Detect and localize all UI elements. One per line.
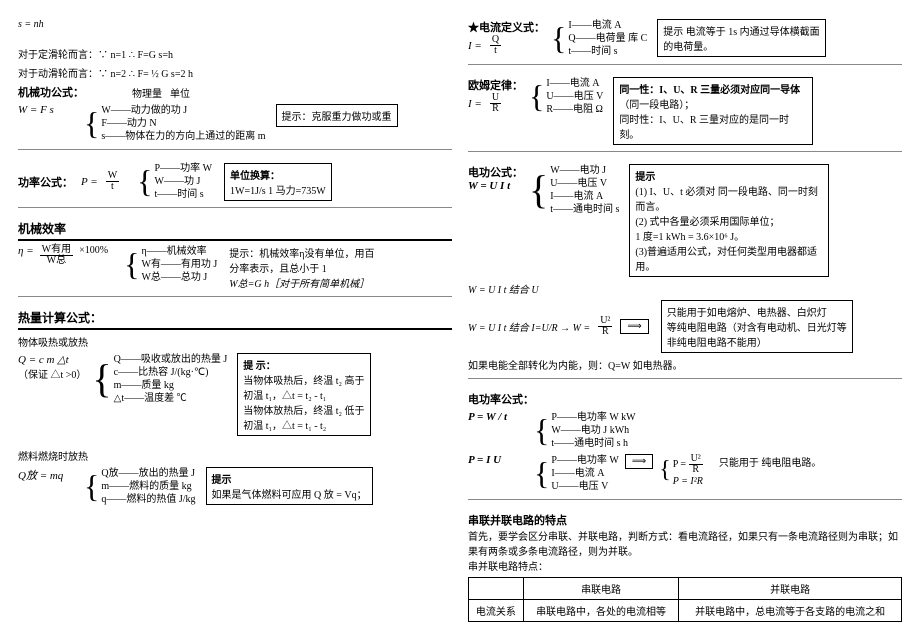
fuel-hint: 提示 如果是气体燃料可应用 Q 放 = Vq； [206, 467, 373, 505]
mech-work-formula: W = F s [18, 104, 78, 116]
eff-hint: 提示：机械效率η没有单位，用百 分率表示，且总小于 1 W总=G h［对于所有简… [229, 245, 374, 290]
pure-resist-box: 只能用于如电熔炉、电热器、白炽灯 等纯电阻电路（对含有电动机、日光灯等 非纯电阻… [661, 300, 853, 353]
power-title: 功率公式： [18, 174, 73, 190]
mech-work-section: 机械功公式： 物理量 单位 W = F s { W——动力做的功 J F——动力… [18, 84, 452, 150]
fixed-pulley: 对于定滑轮而言：∵ n=1 ∴ F=G s=h [18, 46, 452, 61]
arrow-icon: ⟹ [620, 319, 648, 334]
heat-hint: 提 示： 当物体吸热后，终温 t₂ 高于 初温 t₁，△t = t₂ - t₁ … [237, 353, 370, 436]
moving-pulley: 对于动滑轮而言：∵ n=2 ∴ F= ½ G s=2 h [18, 65, 452, 80]
right-column: ★电流定义式： I = Qt { I——电流 A Q——电荷量 库 C t——时… [460, 15, 910, 622]
series-parallel-section: 串联并联电路的特点 首先，要学会区分串联、并联电路，判断方式：看电流路径，如果只… [468, 512, 902, 622]
series-table: 串联电路 并联电路 电流关系 串联电路中，各处的电流相等 并联电路中，总电流等于… [468, 577, 902, 622]
current-hint: 提示 电流等于 1s 内通过导体横截面 的电荷量。 [657, 19, 825, 57]
brace-icon: { [534, 461, 549, 487]
brace-icon: { [124, 252, 139, 278]
snh: s = nh [18, 19, 452, 30]
mech-work-title: 机械功公式： [18, 84, 84, 100]
ework-hint: 提示 (1) I、U、t 必须对 同一段电路、同一时刻 而言。 (2) 式中各量… [629, 164, 829, 277]
hdr-unit: 单位 [170, 85, 190, 100]
conv-box: 单位换算： 1W=1J/s 1 马力=735W [224, 163, 332, 201]
brace-icon: { [137, 169, 152, 195]
brace-icon: { [84, 111, 99, 137]
brace-icon: { [534, 418, 549, 444]
hdr-qty: 物理量 [132, 85, 162, 100]
brace-icon: { [659, 461, 671, 480]
elec-work-section: 电功公式： W = U I t { W——电功 J U——电压 V I——电流 … [468, 164, 902, 379]
brace-icon: { [529, 174, 548, 206]
arrow-icon: ⟹ [625, 454, 653, 469]
brace-icon: { [551, 26, 566, 52]
heat-section: 热量计算公式： 物体吸热或放热 Q = c m △t （保证 △t >0） { … [18, 309, 452, 506]
ohm-section: 欧姆定律： I = UR { I——电流 A U——电压 V R——电阻 Ω 同… [468, 77, 902, 152]
current-section: ★电流定义式： I = Qt { I——电流 A Q——电荷量 库 C t——时… [468, 19, 902, 65]
elec-power-section: 电功率公式： P = W / t { P——电功率 W kW W——电功 J k… [468, 391, 902, 500]
brace-icon: { [529, 84, 544, 110]
ohm-hint: 同一性：I、U、R 三量必须对应同一导体 （同一段电路）； 同时性：I、U、R … [613, 77, 813, 145]
efficiency-section: 机械效率 η = W有用W总 ×100% { η——机械效率 W有——有用功 J… [18, 220, 452, 297]
left-column: s = nh 对于定滑轮而言：∵ n=1 ∴ F=G s=h 对于动滑轮而言：∵… [10, 15, 460, 622]
brace-icon: { [92, 363, 111, 395]
brace-icon: { [84, 474, 99, 500]
hint-box: 提示：克服重力做功或重 [276, 104, 398, 127]
power-section: 功率公式： P = Wt { P——功率 W W——功 J t——时间 s 单位… [18, 162, 452, 208]
